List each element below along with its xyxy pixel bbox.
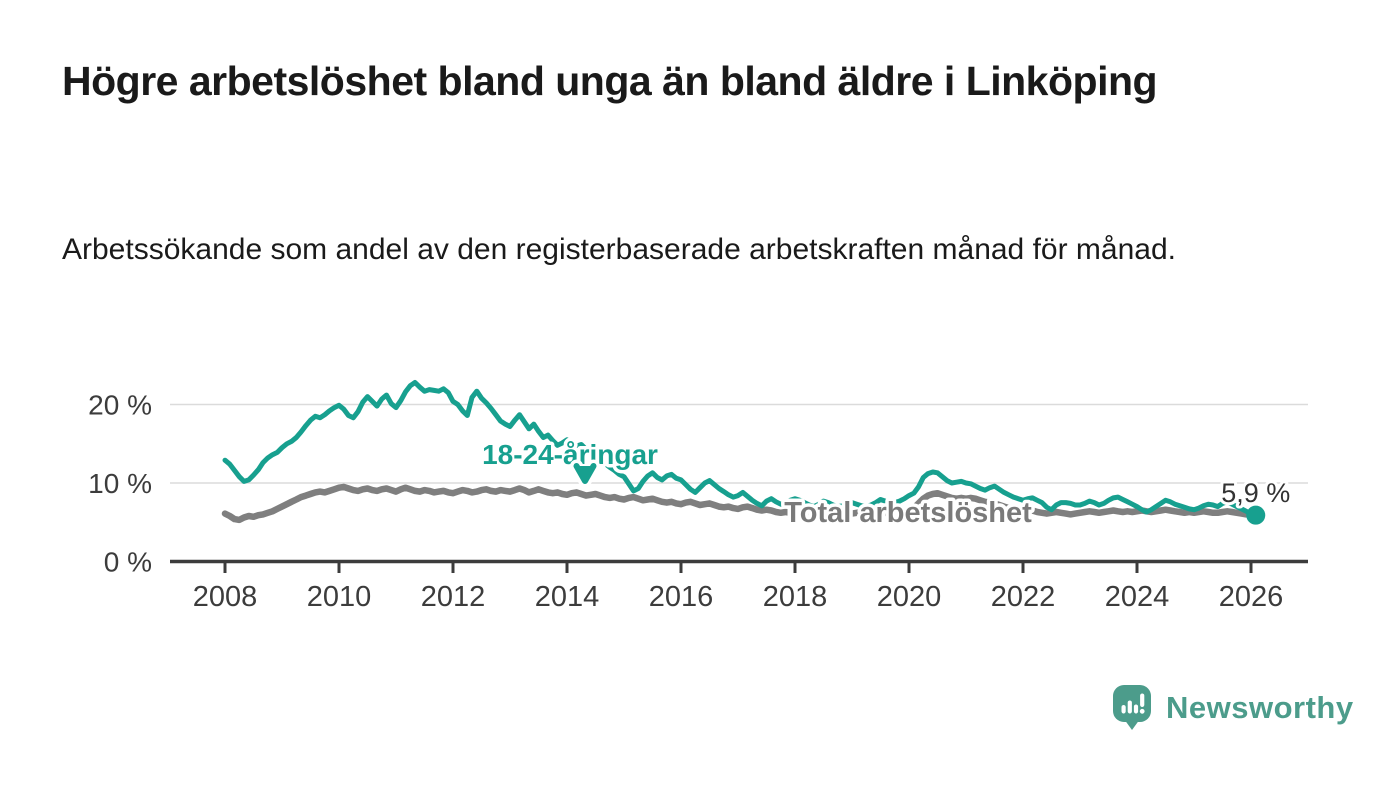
total-series-label: Total arbetslöshet bbox=[784, 497, 1032, 529]
latest-value-dot bbox=[1246, 505, 1266, 525]
total-unemployment-line bbox=[221, 483, 1260, 524]
x-tick-label: 2018 bbox=[763, 581, 828, 613]
x-axis-ticks bbox=[223, 561, 1253, 573]
chart-subtitle: Arbetssökande som andel av den registerb… bbox=[62, 233, 1176, 266]
page-title: Högre arbetslöshet bland unga än bland ä… bbox=[62, 58, 1158, 104]
gridlines bbox=[170, 403, 1308, 484]
arrow-down-icon bbox=[573, 463, 597, 484]
x-axis-labels: 2008 2010 2012 2014 2016 2018 2020 2022 2024 2026 bbox=[193, 581, 1284, 613]
y-tick-label: 0 % bbox=[104, 547, 152, 578]
x-tick-label: 2014 bbox=[535, 581, 600, 613]
brand-name: Newsworthy bbox=[1166, 689, 1354, 725]
newsworthy-logo-icon bbox=[1113, 685, 1151, 730]
youth-unemployment-line bbox=[222, 380, 1259, 518]
x-tick-label: 2024 bbox=[1105, 581, 1170, 613]
x-tick-label: 2022 bbox=[991, 581, 1056, 613]
youth-series-label: 18-24-åringar bbox=[482, 439, 658, 470]
y-axis-labels: 0 % 10 % 20 % bbox=[88, 390, 152, 578]
x-tick-label: 2012 bbox=[421, 581, 486, 613]
x-tick-label: 2008 bbox=[193, 581, 258, 613]
latest-value-label: 5,9 % bbox=[1221, 478, 1290, 508]
bar-tall bbox=[1127, 700, 1132, 714]
x-tick-label: 2010 bbox=[307, 581, 372, 613]
exclamation-bar bbox=[1140, 693, 1145, 707]
bar-short bbox=[1121, 705, 1126, 714]
exclamation-dot bbox=[1139, 708, 1145, 714]
x-tick-label: 2020 bbox=[877, 581, 942, 613]
y-tick-label: 10 % bbox=[88, 468, 152, 499]
x-tick-label: 2016 bbox=[649, 581, 714, 613]
x-tick-label: 2026 bbox=[1219, 581, 1284, 613]
bar-medium bbox=[1133, 704, 1139, 714]
newsworthy-branding: Newsworthy bbox=[1112, 684, 1354, 731]
y-tick-label: 20 % bbox=[88, 390, 152, 421]
